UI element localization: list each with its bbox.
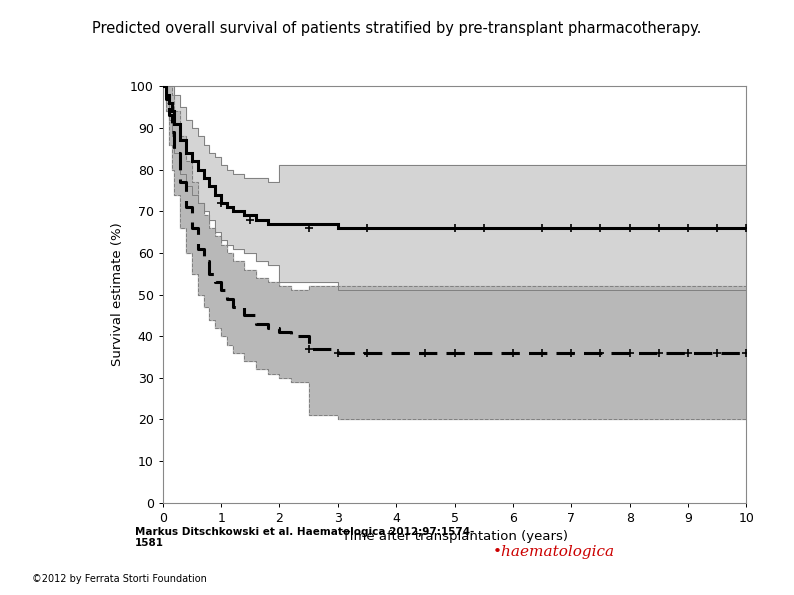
Text: Predicted overall survival of patients stratified by pre-transplant pharmacother: Predicted overall survival of patients s…	[92, 21, 702, 36]
Text: ©2012 by Ferrata Storti Foundation: ©2012 by Ferrata Storti Foundation	[32, 574, 206, 584]
Text: •haematologica: •haematologica	[492, 545, 615, 559]
Y-axis label: Survival estimate (%): Survival estimate (%)	[111, 223, 125, 367]
Text: Markus Ditschkowski et al. Haematologica 2012;97:1574-
1581: Markus Ditschkowski et al. Haematologica…	[135, 527, 474, 548]
X-axis label: Time after transplantation (years): Time after transplantation (years)	[341, 530, 568, 543]
